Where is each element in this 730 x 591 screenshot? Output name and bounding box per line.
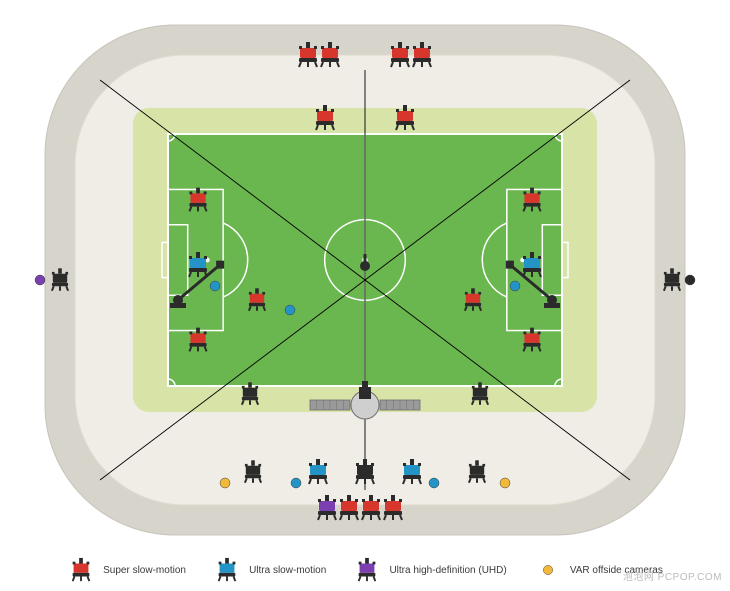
aerial-camera-icon <box>360 261 370 271</box>
camera-marker-dot <box>500 478 510 488</box>
legend-item: Ultra slow-motion <box>213 557 326 583</box>
camera-marker-dot <box>291 478 301 488</box>
stadium-svg <box>0 0 730 591</box>
diagram-stage: Super slow-motion Ultra slow-motion Ultra … <box>0 0 730 591</box>
camera-marker-dot <box>510 281 520 291</box>
camera-marker-dot <box>429 478 439 488</box>
legend-label: Ultra slow-motion <box>249 565 326 576</box>
camera-icon <box>353 557 381 583</box>
watermark: 泡泡网 PCPOP.COM <box>623 568 722 583</box>
camera-marker-dot <box>210 281 220 291</box>
led-screen-icon <box>310 400 350 410</box>
camera-marker-dot <box>534 557 562 583</box>
camera-marker-dot <box>285 305 295 315</box>
camera-icon <box>213 557 241 583</box>
legend: Super slow-motion Ultra slow-motion Ultra … <box>0 557 730 583</box>
camera-marker-dot <box>220 478 230 488</box>
legend-label: Ultra high-definition (UHD) <box>389 565 506 576</box>
camera-icon <box>67 557 95 583</box>
legend-label: Super slow-motion <box>103 565 186 576</box>
camera-marker-dot <box>35 275 45 285</box>
camera-marker-dot <box>685 275 695 285</box>
led-screen-icon <box>380 400 420 410</box>
legend-item: Super slow-motion <box>67 557 186 583</box>
aerial-camera-icon <box>364 254 367 262</box>
legend-item: Ultra high-definition (UHD) <box>353 557 506 583</box>
